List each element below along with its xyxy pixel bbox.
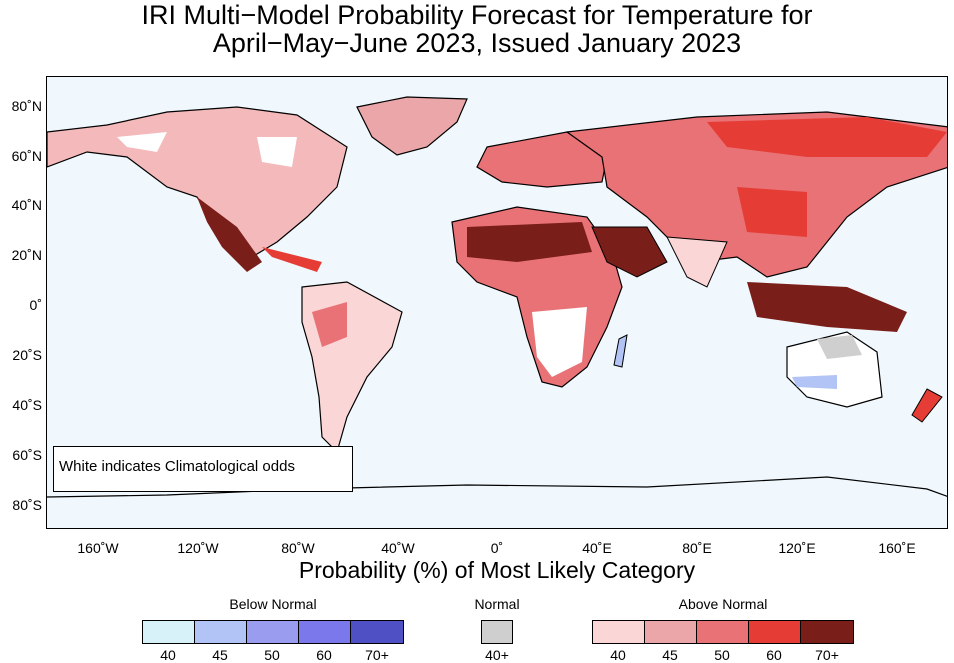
- lon-label-120e: 120˚E: [778, 540, 816, 556]
- india-region: [666, 236, 728, 288]
- legend-above-normal-label: Above Normal: [678, 596, 768, 612]
- south-america-red: [312, 302, 347, 347]
- lat-label-40s: 40˚S: [12, 397, 42, 413]
- legend-title: Probability (%) of Most Likely Category: [298, 557, 696, 583]
- southern-africa-white: [532, 307, 587, 377]
- lat-label-60n: 60˚N: [11, 148, 42, 164]
- lon-label-80w: 80˚W: [281, 540, 315, 556]
- legend-above-value: 45: [662, 647, 678, 663]
- legend-swatch-below-60: [298, 620, 351, 644]
- legend-swatch-above-70: [800, 620, 854, 644]
- legend-swatch-normal-40: [481, 620, 513, 644]
- lat-label-80n: 80˚N: [11, 98, 42, 114]
- legend-normal-label: Normal: [474, 596, 520, 612]
- south-america-region: [301, 281, 403, 454]
- australia-gray: [817, 335, 862, 359]
- siberia-red: [707, 117, 947, 157]
- legend-above-value: 70+: [815, 647, 839, 663]
- legend-normal-value: 40+: [485, 647, 509, 663]
- arabia-region: [591, 226, 668, 278]
- china-red: [737, 187, 807, 237]
- legend-swatch-below-40: [142, 620, 195, 644]
- lon-label-40e: 40˚E: [582, 540, 612, 556]
- lon-label-160e: 160˚E: [878, 540, 916, 556]
- legend-swatch-below-45: [194, 620, 247, 644]
- legend-swatch-below-50: [246, 620, 299, 644]
- lon-label-0: 0˚: [490, 540, 504, 556]
- legend-swatch-above-40: [592, 620, 645, 644]
- climatological-odds-note: White indicates Climatological odds: [53, 446, 353, 492]
- lat-label-60s: 60˚S: [12, 447, 42, 463]
- alaska-white: [117, 132, 167, 152]
- legend-below-value: 40: [160, 647, 176, 663]
- legend-below-value: 60: [316, 647, 332, 663]
- new-zealand-region: [911, 388, 943, 423]
- lon-label-160w: 160˚W: [77, 540, 119, 556]
- sahara-region: [467, 222, 592, 262]
- legend-below-value: 70+: [365, 647, 389, 663]
- lat-label-20s: 20˚S: [12, 347, 42, 363]
- map-title-line2: April−May−June 2023, Issued January 2023: [212, 28, 742, 58]
- hudson-white: [257, 137, 297, 167]
- lat-label-80s: 80˚S: [12, 497, 42, 513]
- legend-swatch-above-45: [644, 620, 697, 644]
- legend-above-value: 50: [714, 647, 730, 663]
- antarctica-coastline: [47, 476, 947, 498]
- legend-swatch-above-50: [696, 620, 749, 644]
- caribbean-region: [262, 247, 322, 272]
- australia-blue: [792, 375, 837, 389]
- legend-swatch-below-70: [350, 620, 404, 644]
- mexico-region: [197, 197, 262, 272]
- north-america-region: [47, 106, 348, 258]
- legend-below-normal-label: Below Normal: [229, 596, 317, 612]
- legend-above-value: 40: [610, 647, 626, 663]
- lon-label-120w: 120˚W: [177, 540, 219, 556]
- world-map-graphic: [47, 96, 947, 498]
- legend-swatch-above-60: [748, 620, 801, 644]
- map-title-line1: IRI Multi−Model Probability Forecast for…: [141, 0, 813, 30]
- madagascar-region: [613, 334, 628, 368]
- lat-label-40n: 40˚N: [11, 197, 42, 213]
- greenland-region: [356, 96, 468, 156]
- lat-label-0: 0˚: [29, 297, 42, 313]
- lon-label-40w: 40˚W: [381, 540, 415, 556]
- maritime-continent-region: [747, 282, 907, 332]
- lon-label-80e: 80˚E: [682, 540, 712, 556]
- legend-above-value: 60: [766, 647, 782, 663]
- legend-below-value: 50: [264, 647, 280, 663]
- legend-below-value: 45: [212, 647, 228, 663]
- lat-label-20n: 20˚N: [11, 247, 42, 263]
- forecast-map: White indicates Climatological odds: [46, 76, 948, 529]
